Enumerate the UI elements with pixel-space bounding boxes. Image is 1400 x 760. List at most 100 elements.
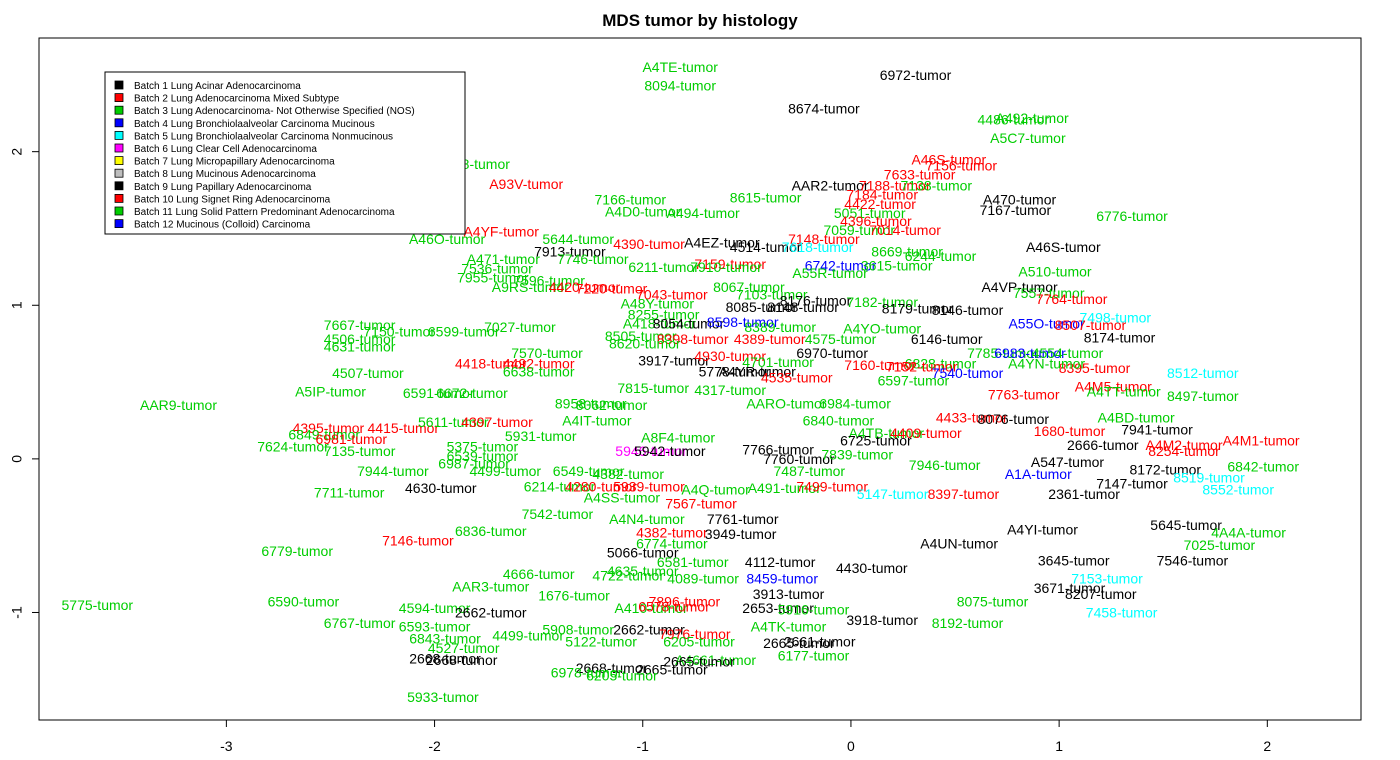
point-label: 8067-tumor — [713, 279, 785, 295]
point-label: 7540-tumor — [932, 365, 1004, 381]
point-label: 6205-tumor — [663, 634, 735, 650]
point-label: 6742-tumor — [805, 257, 877, 273]
point-label: A471-tumor — [467, 251, 540, 267]
point-label: 4506-tumor — [324, 331, 396, 347]
point-label: 8497-tumor — [1167, 388, 1239, 404]
point-label: 6779-tumor — [261, 543, 333, 559]
point-label: 1680-tumor — [1034, 423, 1106, 439]
legend-swatch — [114, 143, 124, 153]
point-label: 7896-tumor — [649, 594, 721, 610]
point-label: 6983-tumor — [994, 345, 1066, 361]
point-label: 7153-tumor — [1071, 571, 1143, 587]
point-label: 4420-tumor — [549, 279, 621, 295]
x-tick-label: -3 — [220, 738, 233, 754]
point-label: 4409-tumor — [890, 425, 962, 441]
point-label: 2666-tumor — [1067, 437, 1139, 453]
point-label: 8398-tumor — [657, 331, 729, 347]
point-label: A4VP-tumor — [981, 279, 1058, 295]
legend-label: Batch 8 Lung Mucinous Adenocarcinoma — [134, 169, 316, 180]
y-tick-label: 0 — [9, 455, 25, 463]
point-label: 8176-tumor — [780, 293, 852, 309]
legend-label: Batch 7 Lung Micropapillary Adenocarcino… — [134, 157, 335, 168]
point-label: 6638-tumor — [503, 363, 575, 379]
point-label: 6146-tumor — [911, 331, 983, 347]
point-label: 6244-tumor — [905, 248, 977, 264]
point-label: 2662-tumor — [455, 605, 527, 621]
point-label: 7546-tumor — [1157, 552, 1229, 568]
point-label: 6549-tumor — [553, 463, 625, 479]
point-label: 7147-tumor — [1096, 476, 1168, 492]
point-label: 4701-tumor — [742, 354, 814, 370]
point-label: 7499-tumor — [796, 479, 868, 495]
point-label: 5122-tumor — [565, 634, 637, 650]
point-label: A4YN-tumor — [1008, 356, 1085, 372]
legend-swatch — [114, 118, 124, 128]
point-label: 5611-tumor — [418, 414, 489, 430]
point-label: 7498-tumor — [1080, 310, 1152, 326]
point-label: A1A-tumor — [1005, 466, 1072, 482]
data-labels: A4TE-tumor 8094-tumor 6972-tumor 8674-tumor… — [62, 59, 1300, 705]
point-label: 3949-tumor — [705, 526, 777, 542]
point-label: 8552-tumor — [1202, 482, 1274, 498]
point-label: A4EZ-tumor — [684, 234, 760, 250]
point-label: 4317-tumor — [694, 382, 766, 398]
point-label: 7766-tumor — [742, 442, 814, 458]
point-label: 7458-tumor — [1086, 605, 1158, 621]
point-label: 4507-tumor — [332, 365, 404, 381]
point-label: 5375-tumor — [447, 439, 519, 455]
point-label: 7159-tumor — [694, 256, 766, 272]
point-label: 4415-tumor — [368, 420, 440, 436]
point-label: 3645-tumor — [1038, 552, 1110, 568]
point-label: 2668-tumor — [426, 652, 498, 668]
point-label: 6981-tumor — [316, 431, 388, 447]
legend-label: Batch 10 Lung Signet Ring Adenocarcinoma — [134, 194, 331, 205]
point-label: 4112-tumor — [745, 554, 816, 570]
point-label: 7667-tumor — [324, 317, 396, 333]
legend-swatch — [114, 206, 124, 216]
legend-label: Batch 6 Lung Clear Cell Adenocarcinoma — [134, 144, 317, 155]
point-label: 4422-tumor — [844, 196, 916, 212]
point-label: A4YF-tumor — [463, 224, 539, 240]
point-label: 8669-tumor — [871, 244, 943, 260]
point-label: 8094-tumor — [644, 78, 716, 94]
point-label: 4499-tumor — [470, 463, 542, 479]
point-label: A93V-tumor — [489, 176, 563, 192]
point-label: 6840-tumor — [803, 413, 875, 429]
point-label: 8620-tumor — [609, 336, 681, 352]
point-label: 5066-tumor — [607, 545, 679, 561]
legend-label: Batch 1 Lung Acinar Adenocarcinoma — [134, 81, 301, 92]
point-label: 4396-tumor — [840, 213, 912, 229]
x-tick-label: -2 — [428, 738, 441, 754]
point-label: 6581-tumor — [657, 554, 729, 570]
x-tick-label: 0 — [847, 738, 855, 754]
point-label: A4UN-tumor — [920, 535, 998, 551]
point-label: 3913-tumor — [753, 586, 825, 602]
legend-swatch — [114, 193, 124, 203]
point-label: A46O-tumor — [409, 231, 486, 247]
point-label: 6590-tumor — [268, 594, 340, 610]
point-label: A55R-tumor — [792, 265, 868, 281]
legend-swatch — [114, 156, 124, 166]
point-label: 8512-tumor — [1167, 365, 1239, 381]
y-tick-label: 1 — [9, 301, 25, 309]
point-label: 6205-tumor — [586, 668, 658, 684]
point-label: A547-tumor — [1031, 454, 1104, 470]
legend-swatch — [114, 219, 124, 229]
point-label: 7711-tumor — [314, 485, 385, 501]
point-label: 4382-tumor — [636, 525, 708, 541]
point-label: 7624-tumor — [257, 439, 329, 455]
point-label: 7913-tumor — [534, 244, 606, 260]
point-label: 5942-tumor — [634, 443, 706, 459]
point-label: 7760-tumor — [763, 451, 835, 467]
point-label: 8179-tumor — [882, 300, 954, 316]
point-label: 6672-tumor — [436, 385, 508, 401]
legend-label: Batch 11 Lung Solid Pattern Predominant … — [134, 207, 395, 218]
point-label: 7138-tumor — [901, 178, 973, 194]
point-label: 8148-tumor — [767, 299, 839, 315]
point-label: 8505-tumor — [605, 328, 677, 344]
point-label: 8615-tumor — [730, 190, 802, 206]
point-label: 7135-tumor — [324, 443, 396, 459]
point-label: 4397-tumor — [461, 414, 533, 430]
point-label: 8958-tumor — [555, 396, 627, 412]
